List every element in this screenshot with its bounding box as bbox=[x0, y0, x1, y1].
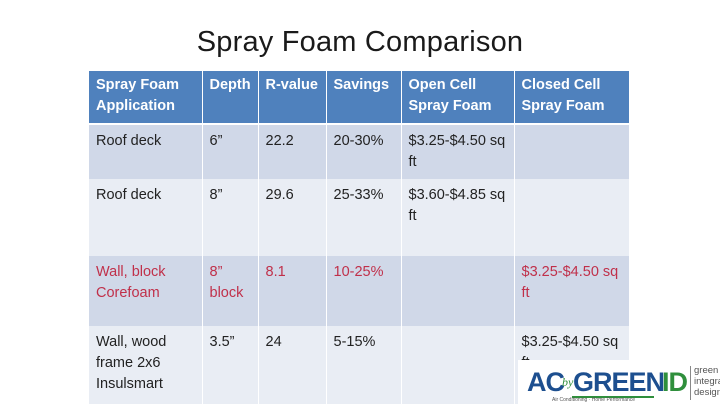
slide-title: Spray Foam Comparison bbox=[196, 26, 524, 58]
cell-closed-cell bbox=[514, 179, 629, 256]
logo-divider bbox=[690, 366, 691, 400]
cell-application: Wall, wood frame 2x6 Insulsmart bbox=[89, 326, 203, 404]
cell-savings: 5-15% bbox=[326, 326, 402, 404]
table-row-highlighted: Wall, block Corefoam 8” block 8.1 10-25%… bbox=[89, 256, 629, 326]
ac-by-greenid-logo: AC by GREEN ID Air Conditioning · Home P… bbox=[518, 360, 720, 404]
logo-ac-text: AC bbox=[527, 367, 565, 397]
logo-word-green: green bbox=[694, 365, 719, 376]
cell-open-cell bbox=[401, 256, 515, 326]
cell-depth: 6” bbox=[202, 124, 259, 179]
cell-application: Roof deck bbox=[89, 124, 203, 179]
logo-tagline: Air Conditioning · Home Performance bbox=[552, 397, 636, 403]
logo-word-integrated: integrated bbox=[694, 376, 720, 387]
header-application: Spray Foam Application bbox=[89, 71, 203, 125]
logo-underline bbox=[572, 396, 654, 398]
logo-green-text: GREEN bbox=[573, 367, 665, 397]
cell-closed-cell: $3.25-$4.50 sq ft bbox=[514, 256, 629, 326]
header-closed-cell: Closed Cell Spray Foam bbox=[514, 71, 629, 125]
cell-r-value: 24 bbox=[258, 326, 327, 404]
header-r-value: R-value bbox=[258, 71, 327, 125]
cell-depth: 8” bbox=[202, 179, 259, 256]
logo-word-design: design bbox=[694, 387, 720, 398]
cell-closed-cell bbox=[514, 124, 629, 179]
cell-savings: 25-33% bbox=[326, 179, 402, 256]
cell-savings: 20-30% bbox=[326, 124, 402, 179]
table-header-row: Spray Foam Application Depth R-value Sav… bbox=[89, 71, 629, 125]
header-depth: Depth bbox=[202, 71, 259, 125]
cell-depth: 3.5” bbox=[202, 326, 259, 404]
table-row: Roof deck 8” 29.6 25-33% $3.60-$4.85 sq … bbox=[89, 179, 629, 256]
table-row: Wall, wood frame 2x6 Insulsmart 3.5” 24 … bbox=[89, 326, 629, 404]
cell-open-cell: $3.60-$4.85 sq ft bbox=[401, 179, 515, 256]
table-row: Roof deck 6” 22.2 20-30% $3.25-$4.50 sq … bbox=[89, 124, 629, 179]
cell-savings: 10-25% bbox=[326, 256, 402, 326]
header-savings: Savings bbox=[326, 71, 402, 125]
logo-by-text: by bbox=[562, 375, 574, 389]
cell-depth: 8” block bbox=[202, 256, 259, 326]
cell-application: Roof deck bbox=[89, 179, 203, 256]
cell-r-value: 29.6 bbox=[258, 179, 327, 256]
cell-application: Wall, block Corefoam bbox=[89, 256, 203, 326]
cell-r-value: 22.2 bbox=[258, 124, 327, 179]
cell-open-cell: $3.25-$4.50 sq ft bbox=[401, 124, 515, 179]
header-open-cell: Open Cell Spray Foam bbox=[401, 71, 515, 125]
cell-open-cell bbox=[401, 326, 515, 404]
logo-id-text: ID bbox=[662, 367, 688, 397]
cell-r-value: 8.1 bbox=[258, 256, 327, 326]
spray-foam-comparison-table: Spray Foam Application Depth R-value Sav… bbox=[89, 71, 629, 404]
